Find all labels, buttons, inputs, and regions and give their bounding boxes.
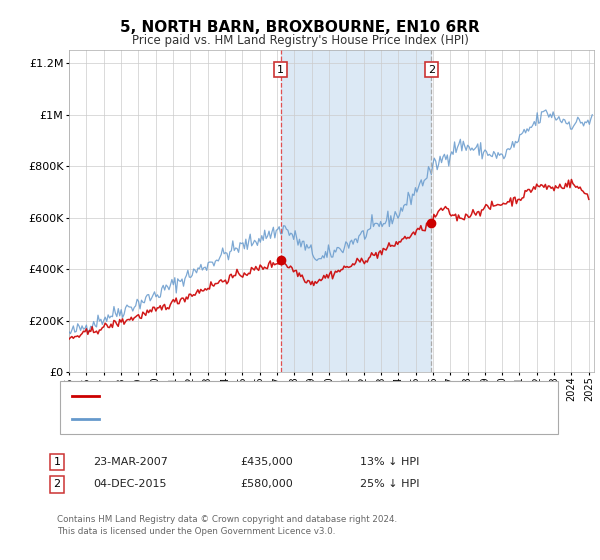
Text: 5, NORTH BARN, BROXBOURNE, EN10 6RR: 5, NORTH BARN, BROXBOURNE, EN10 6RR bbox=[120, 20, 480, 35]
Text: 2: 2 bbox=[53, 479, 61, 489]
Text: This data is licensed under the Open Government Licence v3.0.: This data is licensed under the Open Gov… bbox=[57, 528, 335, 536]
Text: 1: 1 bbox=[277, 65, 284, 74]
Text: 13% ↓ HPI: 13% ↓ HPI bbox=[360, 457, 419, 467]
Text: 25% ↓ HPI: 25% ↓ HPI bbox=[360, 479, 419, 489]
Text: 5, NORTH BARN, BROXBOURNE, EN10 6RR (detached house): 5, NORTH BARN, BROXBOURNE, EN10 6RR (det… bbox=[105, 391, 420, 401]
Text: 04-DEC-2015: 04-DEC-2015 bbox=[93, 479, 167, 489]
Text: Contains HM Land Registry data © Crown copyright and database right 2024.: Contains HM Land Registry data © Crown c… bbox=[57, 515, 397, 524]
Text: £580,000: £580,000 bbox=[240, 479, 293, 489]
Bar bbox=[281, 50, 431, 372]
Text: 1: 1 bbox=[53, 457, 61, 467]
Text: 2: 2 bbox=[428, 65, 435, 74]
Text: HPI: Average price, detached house, Epping Forest: HPI: Average price, detached house, Eppi… bbox=[105, 414, 369, 424]
Text: Price paid vs. HM Land Registry's House Price Index (HPI): Price paid vs. HM Land Registry's House … bbox=[131, 34, 469, 46]
Text: £435,000: £435,000 bbox=[240, 457, 293, 467]
Text: 23-MAR-2007: 23-MAR-2007 bbox=[93, 457, 168, 467]
